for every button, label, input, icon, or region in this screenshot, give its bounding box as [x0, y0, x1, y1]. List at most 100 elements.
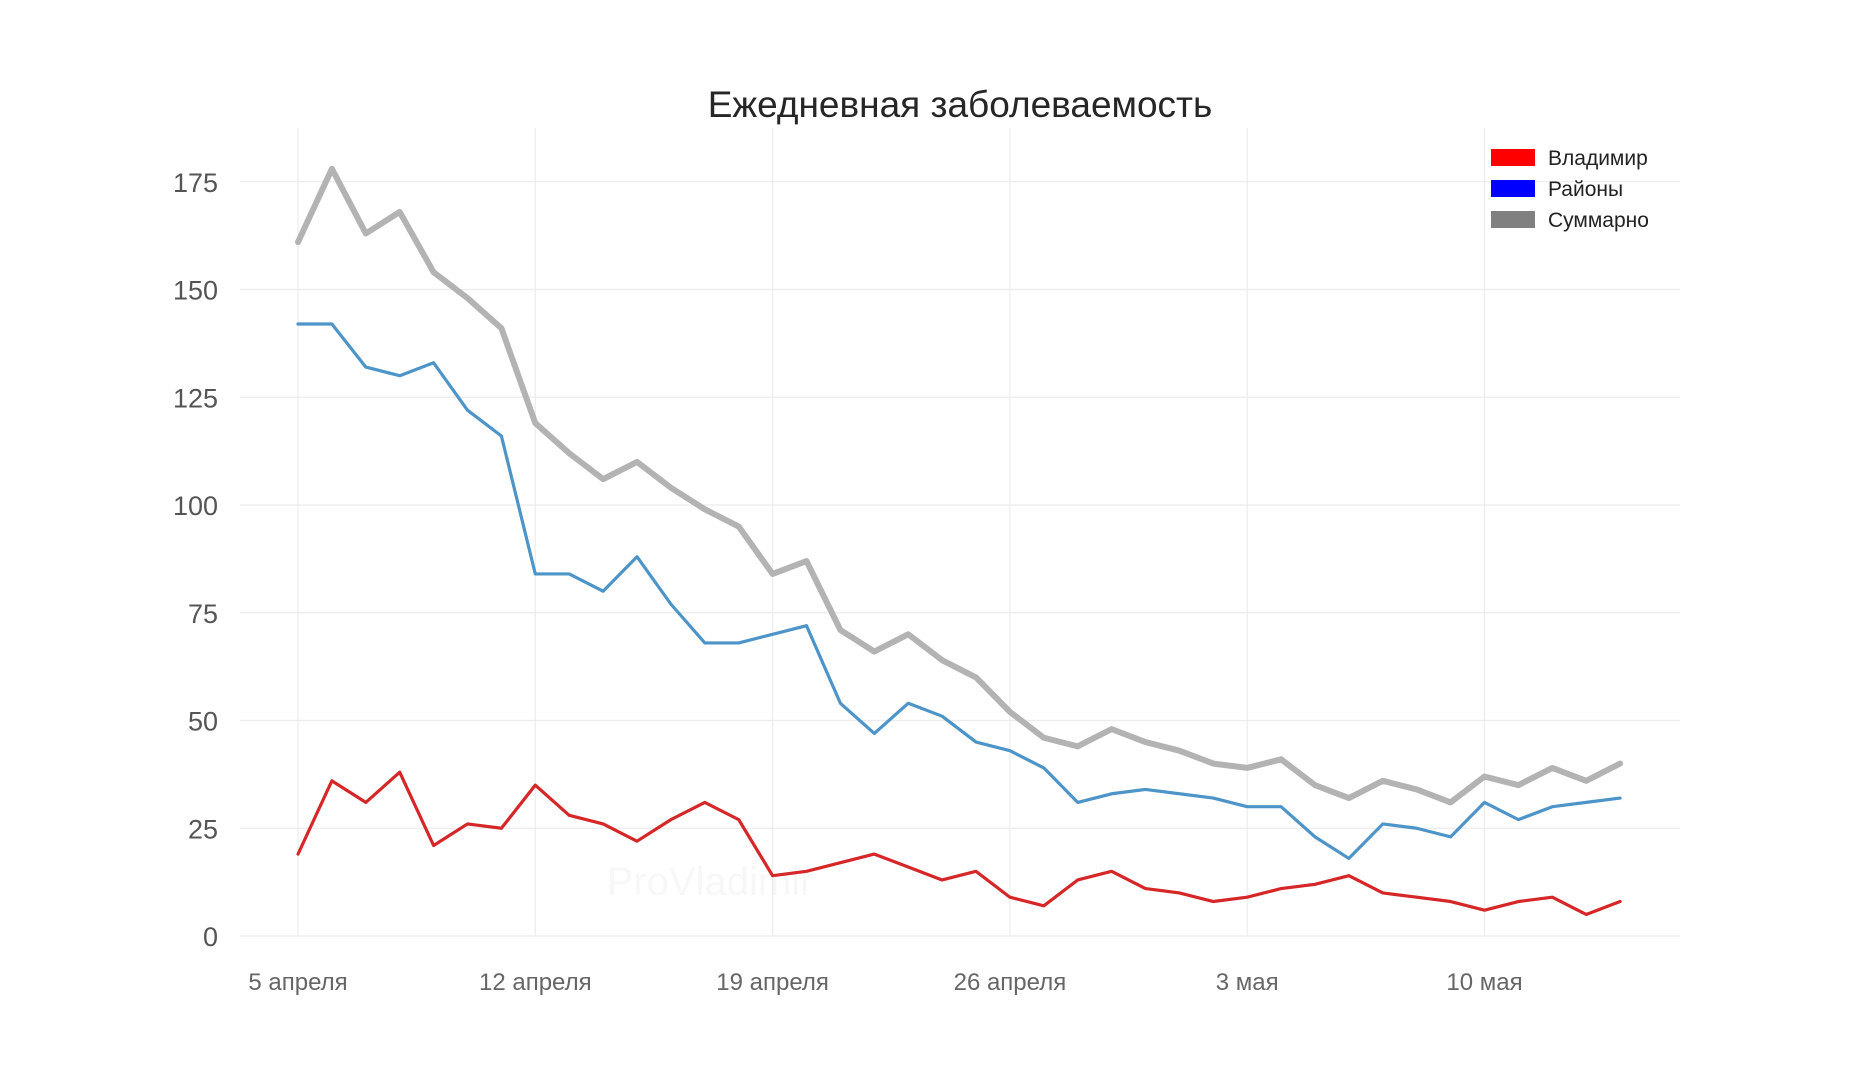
data-point[interactable] — [497, 324, 505, 332]
data-point[interactable] — [904, 630, 912, 638]
data-point[interactable] — [396, 372, 404, 380]
data-point[interactable] — [430, 359, 438, 367]
data-point[interactable] — [735, 639, 743, 647]
data-point[interactable] — [497, 824, 505, 832]
data-point[interactable] — [1175, 790, 1183, 798]
data-point[interactable] — [1209, 898, 1217, 906]
data-point[interactable] — [1447, 798, 1455, 806]
data-point[interactable] — [1277, 755, 1285, 763]
data-point[interactable] — [1447, 833, 1455, 841]
data-point[interactable] — [1209, 794, 1217, 802]
data-point[interactable] — [1074, 742, 1082, 750]
data-point[interactable] — [1514, 816, 1522, 824]
data-point[interactable] — [1108, 725, 1116, 733]
data-point[interactable] — [803, 557, 811, 565]
data-point[interactable] — [328, 320, 336, 328]
data-point[interactable] — [1548, 893, 1556, 901]
data-point[interactable] — [1006, 893, 1014, 901]
data-point[interactable] — [1616, 794, 1624, 802]
data-point[interactable] — [803, 622, 811, 630]
data-point[interactable] — [1209, 760, 1217, 768]
data-point[interactable] — [464, 406, 472, 414]
data-point[interactable] — [972, 867, 980, 875]
data-point[interactable] — [904, 863, 912, 871]
data-point[interactable] — [1379, 777, 1387, 785]
data-point[interactable] — [1040, 734, 1048, 742]
data-point[interactable] — [701, 798, 709, 806]
data-point[interactable] — [1243, 803, 1251, 811]
data-point[interactable] — [1243, 764, 1251, 772]
data-point[interactable] — [1447, 898, 1455, 906]
data-point[interactable] — [1311, 781, 1319, 789]
data-point[interactable] — [531, 570, 539, 578]
data-point[interactable] — [701, 639, 709, 647]
data-point[interactable] — [362, 798, 370, 806]
data-point[interactable] — [1616, 760, 1624, 768]
data-point[interactable] — [667, 484, 675, 492]
data-point[interactable] — [464, 294, 472, 302]
data-point[interactable] — [1311, 833, 1319, 841]
data-point[interactable] — [803, 867, 811, 875]
data-point[interactable] — [1481, 798, 1489, 806]
data-point[interactable] — [836, 699, 844, 707]
data-point[interactable] — [1481, 773, 1489, 781]
data-point[interactable] — [497, 432, 505, 440]
data-point[interactable] — [1379, 889, 1387, 897]
data-point[interactable] — [972, 673, 980, 681]
data-point[interactable] — [701, 505, 709, 513]
data-point[interactable] — [362, 363, 370, 371]
data-point[interactable] — [870, 850, 878, 858]
data-point[interactable] — [769, 630, 777, 638]
data-point[interactable] — [870, 648, 878, 656]
data-point[interactable] — [599, 475, 607, 483]
data-point[interactable] — [328, 165, 336, 173]
data-point[interactable] — [904, 699, 912, 707]
data-point[interactable] — [328, 777, 336, 785]
data-point[interactable] — [430, 841, 438, 849]
data-point[interactable] — [1514, 898, 1522, 906]
data-point[interactable] — [1006, 747, 1014, 755]
data-point[interactable] — [1345, 854, 1353, 862]
data-point[interactable] — [1074, 798, 1082, 806]
data-point[interactable] — [633, 553, 641, 561]
data-point[interactable] — [294, 320, 302, 328]
data-point[interactable] — [565, 570, 573, 578]
data-point[interactable] — [531, 781, 539, 789]
data-point[interactable] — [1582, 798, 1590, 806]
data-point[interactable] — [972, 738, 980, 746]
data-point[interactable] — [1345, 794, 1353, 802]
data-point[interactable] — [938, 712, 946, 720]
data-point[interactable] — [769, 570, 777, 578]
data-point[interactable] — [1142, 738, 1150, 746]
data-point[interactable] — [836, 626, 844, 634]
data-point[interactable] — [1142, 785, 1150, 793]
data-point[interactable] — [1548, 764, 1556, 772]
data-point[interactable] — [633, 458, 641, 466]
data-point[interactable] — [1311, 880, 1319, 888]
data-point[interactable] — [1277, 885, 1285, 893]
data-point[interactable] — [836, 859, 844, 867]
series-line[interactable] — [295, 165, 1624, 806]
data-point[interactable] — [1582, 910, 1590, 918]
data-point[interactable] — [667, 816, 675, 824]
legend[interactable]: Владимир Районы Суммарно — [1491, 147, 1649, 232]
legend-item[interactable]: Суммарно — [1491, 209, 1649, 232]
data-point[interactable] — [769, 872, 777, 880]
data-point[interactable] — [1548, 803, 1556, 811]
data-point[interactable] — [1481, 906, 1489, 914]
data-point[interactable] — [1413, 785, 1421, 793]
data-point[interactable] — [1142, 885, 1150, 893]
data-point[interactable] — [1413, 893, 1421, 901]
data-point[interactable] — [1582, 777, 1590, 785]
data-point[interactable] — [430, 268, 438, 276]
data-point[interactable] — [1175, 747, 1183, 755]
data-point[interactable] — [735, 523, 743, 531]
data-point[interactable] — [1175, 889, 1183, 897]
data-point[interactable] — [870, 729, 878, 737]
data-point[interactable] — [633, 837, 641, 845]
data-point[interactable] — [599, 820, 607, 828]
data-point[interactable] — [294, 850, 302, 858]
data-point[interactable] — [1040, 902, 1048, 910]
data-point[interactable] — [531, 419, 539, 427]
series-line[interactable] — [296, 770, 1622, 917]
